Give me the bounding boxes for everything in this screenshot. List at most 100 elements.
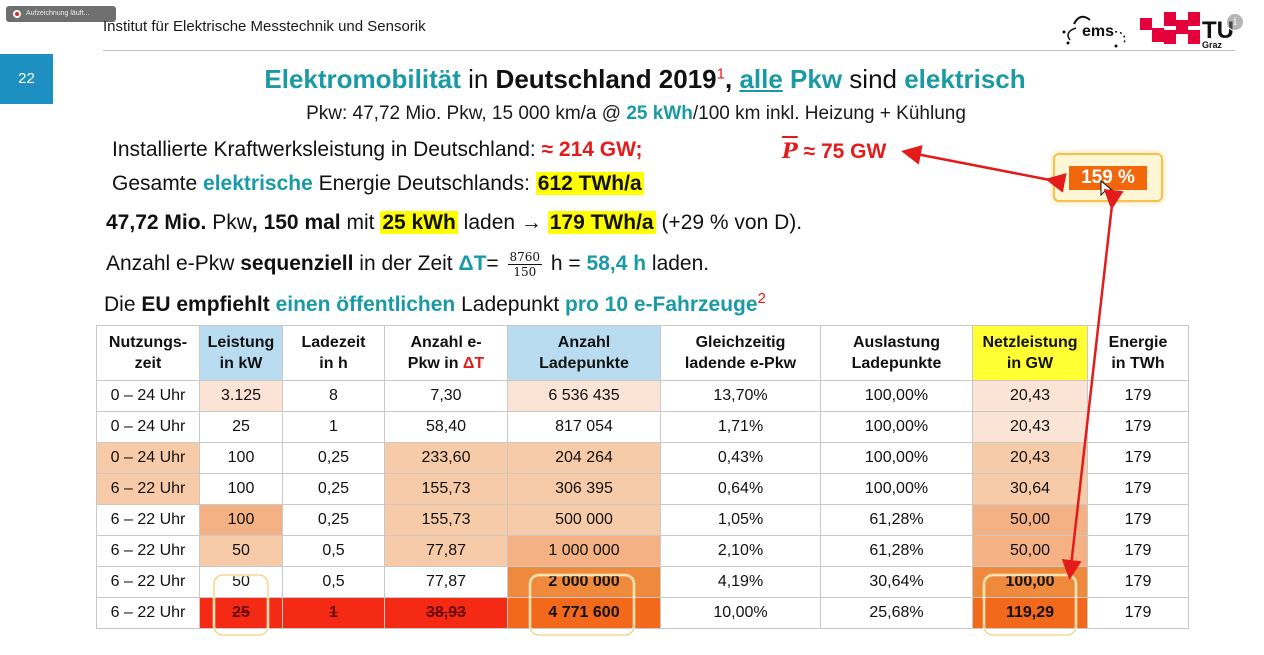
text: pro 10 e-Fahrzeuge [565, 293, 758, 316]
table-cell: 0,25 [282, 442, 385, 474]
table-cell: 0 – 24 Uhr [96, 380, 200, 412]
table-cell: 30,64% [820, 566, 973, 598]
table-cell: 25,68% [820, 597, 973, 629]
text: einen öffentlichen [269, 293, 456, 316]
text: sequenziell [240, 252, 354, 276]
table-cell: 8 [282, 380, 385, 412]
subtitle-text: Pkw: 47,72 Mio. Pkw, 15 000 km/a @ [306, 103, 627, 124]
table-cell: 6 – 22 Uhr [96, 535, 200, 567]
table-cell: 179 [1087, 504, 1189, 536]
table-cell: 100,00 [972, 566, 1088, 598]
energy-yearly: 179 TWh/a [547, 211, 656, 234]
title-part: alle [739, 64, 783, 94]
table-cell: 179 [1087, 535, 1189, 567]
table-header-row: Nutzungs-zeit Leistung in kW Ladezeit in h… [96, 325, 1189, 381]
text: in der Zeit [353, 252, 459, 276]
table-row: 6 – 22 Uhr 25 1 38,93 4 771 600 10,00% 2… [96, 597, 1189, 629]
slide-title: Elektromobilität in Deutschland 20191, a… [0, 64, 1264, 95]
table-cell: 233,60 [384, 442, 508, 474]
charging-table: Nutzungs-zeit Leistung in kW Ladezeit in h… [96, 325, 1189, 629]
table-cell: 50 [199, 566, 283, 598]
col-header-charge-time: Ladezeit in h [282, 325, 385, 381]
text: , 150 mal [251, 211, 341, 234]
text: = [486, 252, 505, 276]
table-row: 0 – 24 Uhr 3.125 8 7,30 6 536 435 13,70%… [96, 380, 1189, 412]
text: laden → [457, 211, 548, 234]
subtitle-highlight: 25 kWh [626, 103, 693, 124]
mouse-cursor-icon [1100, 180, 1114, 198]
table-cell: 1,05% [660, 504, 821, 536]
table-cell: 6 – 22 Uhr [96, 473, 200, 505]
table-row: 6 – 22 Uhr 100 0,25 155,73 306 395 0,64%… [96, 473, 1189, 505]
table-row: 6 – 22 Uhr 50 0,5 77,87 1 000 000 2,10% … [96, 535, 1189, 567]
table-cell: 50 [199, 535, 283, 567]
col-header-simultaneous: Gleichzeitig ladende e-Pkw [660, 325, 821, 381]
table-cell: 0,25 [282, 504, 385, 536]
title-part: elektrisch [904, 64, 1026, 94]
table-cell: 500 000 [507, 504, 661, 536]
table-cell: 1 000 000 [507, 535, 661, 567]
p-bar-symbol: P [782, 138, 798, 163]
table-cell: 100,00% [820, 411, 973, 443]
graz-logo-text: Graz [1202, 40, 1223, 50]
table-cell: 155,73 [384, 504, 508, 536]
info-icon[interactable]: i [1226, 13, 1244, 31]
ems-logo: ems [1062, 15, 1126, 48]
col-header-count-ev: Anzahl e- Pkw in ΔT [384, 325, 508, 381]
tu-graz-logo: TU Graz [1140, 12, 1234, 50]
col-header-utilization: Auslastung Ladepunkte [820, 325, 973, 381]
table-cell: 30,64 [972, 473, 1088, 505]
eu-line: Die EU empfiehlt einen öffentlichen Lade… [104, 290, 766, 317]
header-divider [103, 50, 1235, 51]
institute-name: Institut für Elektrische Messtechnik und… [103, 18, 426, 35]
time-value: 58,4 h [586, 252, 647, 276]
table-cell: 0,64% [660, 473, 821, 505]
text: EU [141, 293, 171, 316]
table-cell: 179 [1087, 566, 1189, 598]
slide-subtitle: Pkw: 47,72 Mio. Pkw, 15 000 km/a @ 25 kW… [0, 103, 1264, 125]
fraction: 8760 150 [507, 250, 543, 279]
table-cell: 2,10% [660, 535, 821, 567]
table-cell: 0,25 [282, 473, 385, 505]
table-row: 0 – 24 Uhr 100 0,25 233,60 204 264 0,43%… [96, 442, 1189, 474]
title-part: , [724, 64, 740, 94]
table-cell: 100,00% [820, 473, 973, 505]
table-cell: 61,28% [820, 504, 973, 536]
table-cell: 306 395 [507, 473, 661, 505]
table-cell: 20,43 [972, 380, 1088, 412]
title-part: Pkw [782, 64, 843, 94]
sequential-line: Anzahl e-Pkw sequenziell in der Zeit ΔT=… [106, 250, 709, 279]
table-cell: 100 [199, 442, 283, 474]
charging-line: 47,72 Mio. Pkw, 150 mal mit 25 kWh laden… [106, 211, 802, 235]
col-header-energy: Energie in TWh [1087, 325, 1189, 381]
text: h = [545, 252, 587, 276]
text: laden. [646, 252, 710, 276]
title-part: Deutschland 2019 [495, 64, 717, 94]
fraction-denominator: 150 [513, 265, 537, 279]
subtitle-text: /100 km inkl. Heizung + Kühlung [692, 103, 966, 124]
table-cell: 155,73 [384, 473, 508, 505]
arrow-to-average-power [901, 145, 1067, 193]
table-cell: 77,87 [384, 535, 508, 567]
table-cell: 10,00% [660, 597, 821, 629]
table-cell: 6 – 22 Uhr [96, 597, 200, 629]
table-cell: 77,87 [384, 566, 508, 598]
table-row: 6 – 22 Uhr 50 0,5 77,87 2 000 000 4,19% … [96, 566, 1189, 598]
text: Gesamte [112, 172, 204, 195]
table-cell: 20,43 [972, 411, 1088, 443]
recording-badge: Aufzeichnung läuft... [6, 6, 116, 22]
table-cell: 0,5 [282, 566, 385, 598]
table-cell: 0,43% [660, 442, 821, 474]
table-cell: 100,00% [820, 380, 973, 412]
table-cell: 1 [282, 411, 385, 443]
table-cell: 4,19% [660, 566, 821, 598]
text: Anzahl e-Pkw [106, 252, 241, 276]
text: Ladepunkt [455, 293, 566, 316]
slide-number: 22 [0, 54, 53, 104]
text: mit [340, 211, 381, 234]
table-cell: 100 [199, 473, 283, 505]
table-cell: 179 [1087, 411, 1189, 443]
title-part: sind [842, 64, 905, 94]
footnote-ref: 1 [716, 65, 725, 83]
table-cell: 1,71% [660, 411, 821, 443]
